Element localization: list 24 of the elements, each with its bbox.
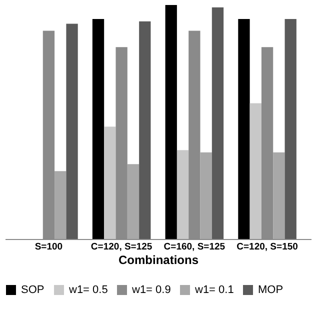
bar [250,103,262,239]
x-tick-label: S=100 [34,242,63,252]
bar [127,164,140,239]
legend-label: w1= 0.5 [68,284,108,296]
bar [176,150,189,239]
legend-label: w1= 0.9 [131,284,171,296]
bar [284,19,296,239]
bar [54,171,66,239]
bar [212,7,224,239]
bar [104,126,116,239]
legend-label: w1= 0.1 [194,284,234,296]
x-tick-label: C=120, S=150 [236,242,298,252]
x-axis-title: Combinations [118,253,199,267]
legend-label: SOP [21,284,44,296]
bar [66,24,78,239]
x-tick-label: C=160, S=125 [164,242,226,252]
legend-label: MOP [258,284,284,296]
bar [165,5,177,239]
bar [139,21,151,239]
bar [92,19,104,239]
bar [273,152,285,239]
x-tick-label: C=120, S=125 [90,242,153,252]
bar [238,19,250,239]
bar [200,152,212,239]
